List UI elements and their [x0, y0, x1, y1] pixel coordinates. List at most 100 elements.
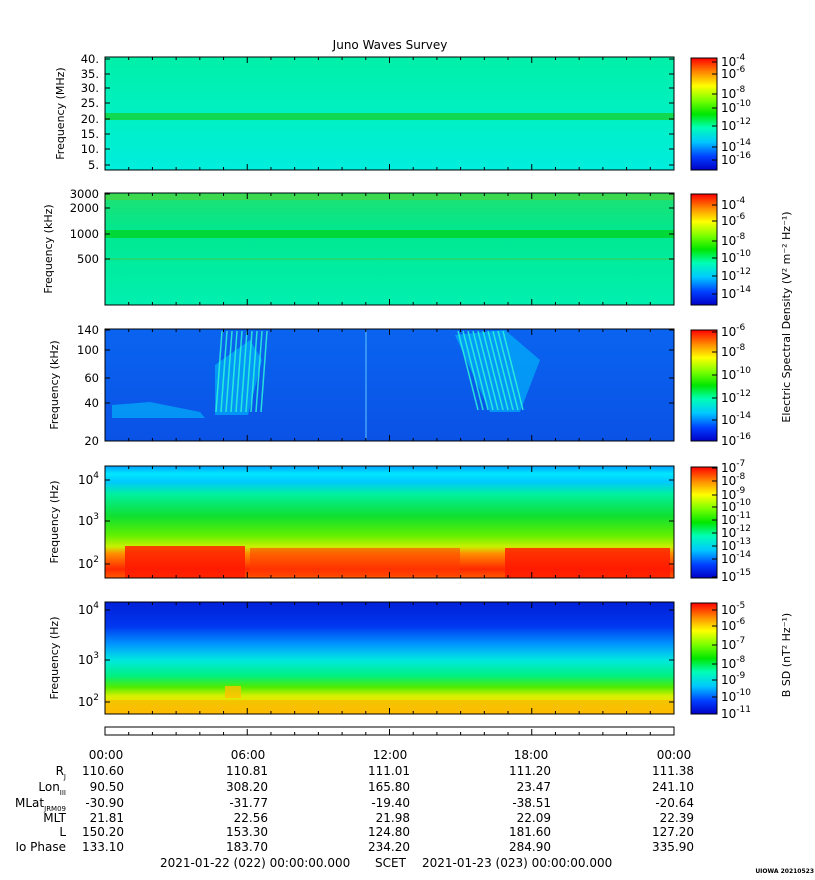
colorbar-tick-label: 10-6 — [721, 323, 746, 339]
y-axis-label: Frequency (Hz) — [48, 481, 61, 564]
ephemeris-value: 110.81 — [226, 764, 268, 778]
y-axis-label: Frequency (MHz) — [54, 67, 67, 159]
colorbar-tick-label: 10-8 — [721, 472, 746, 488]
burst-stripe — [250, 330, 258, 413]
colorbar-tick-label: 10-5 — [721, 601, 745, 617]
ephemeris-row: Io Phase 133.10 183.70 234.20 284.90 335.90 — [15, 840, 694, 854]
ephemeris-value: 234.20 — [368, 840, 410, 854]
colorbar-tick-label: 10-11 — [721, 511, 751, 527]
footer-scet-label: SCET — [375, 856, 407, 870]
colorbar-scale — [690, 193, 718, 306]
y-tick-label: 25. — [81, 96, 99, 110]
time-tick-label: 00:00 — [657, 748, 692, 762]
burst-stripe — [235, 330, 243, 413]
colorbar-tick-label: 10-6 — [721, 212, 746, 228]
intense-block — [250, 548, 460, 576]
y-axis-label: Frequency (Hz) — [48, 617, 61, 700]
y-tick-label: 100 — [77, 343, 99, 357]
ephemeris-value: -20.64 — [655, 796, 694, 810]
colorbar-label-electric: Electric Spectral Density (V² m⁻² Hz⁻¹) — [780, 211, 793, 422]
y-tick-label: 104 — [78, 601, 99, 617]
figure-title: Juno Waves Survey — [332, 38, 448, 52]
y-tick-label: 10. — [81, 142, 99, 156]
ephemeris-value: 111.20 — [509, 764, 551, 778]
time-tick-label: 18:00 — [514, 748, 549, 762]
colorbar-scale — [690, 602, 718, 715]
colorbar-tick-label: 10-4 — [721, 53, 746, 69]
ephemeris-value: 153.30 — [226, 825, 268, 839]
ephemeris-row: L 150.20 153.30 124.80 181.60 127.20 — [59, 825, 694, 839]
emission-burst-3 — [112, 402, 205, 418]
ephemeris-value: 165.80 — [368, 780, 410, 794]
colorbar-tick-label: 10-9 — [721, 671, 746, 687]
y-tick-label: 103 — [78, 651, 99, 667]
y-tick-label: 1000 — [70, 227, 99, 241]
y-tick-label: 35. — [81, 67, 99, 81]
ephemeris-value: 133.10 — [82, 840, 124, 854]
ephemeris-value: 284.90 — [509, 840, 551, 854]
y-tick-label: 20. — [81, 112, 99, 126]
colorbar-tick-label: 10-8 — [721, 85, 746, 101]
y-tick-label: 103 — [78, 512, 99, 528]
intense-block — [125, 546, 245, 578]
ephemeris-value: 111.38 — [652, 764, 694, 778]
colorbar-tick-label: 10-13 — [721, 537, 751, 553]
colorbar-tick-label: 10-10 — [721, 99, 751, 115]
colorbar-tick-label: 10-9 — [721, 486, 746, 502]
colorbar-tick-label: 10-12 — [721, 389, 751, 405]
y-axis-label: Frequency (kHz) — [48, 340, 61, 429]
burst-stripe — [497, 330, 519, 411]
y-tick-label: 102 — [78, 555, 99, 571]
emission-band — [105, 113, 674, 120]
burst-stripe — [220, 330, 228, 413]
y-tick-label: 40. — [81, 52, 99, 66]
burst-stripe — [240, 330, 248, 413]
burst-stripe — [230, 330, 238, 413]
y-tick-label: 3000 — [70, 187, 99, 201]
y-tick-label: 102 — [78, 693, 99, 709]
colorbar-tick-label: 10-6 — [721, 65, 746, 81]
time-tick-label: 06:00 — [231, 748, 266, 762]
burst-stripe — [245, 330, 253, 413]
ephemeris-value: -30.90 — [85, 796, 124, 810]
colorbar-tick-label: 10-12 — [721, 117, 751, 133]
burst-stripe — [472, 330, 494, 411]
ephemeris-row: MLT 21.81 22.56 21.98 22.09 22.39 — [43, 811, 694, 825]
colorbar-scale — [690, 466, 718, 579]
burst-stripe — [467, 330, 489, 411]
ephemeris-label: RJ — [56, 764, 66, 781]
ephemeris-value: -31.77 — [229, 796, 268, 810]
burst-stripe — [487, 330, 509, 411]
burst-stripe — [482, 330, 504, 411]
colorbar-tick-label: 10-6 — [721, 617, 746, 633]
intense-block — [225, 686, 241, 698]
colorbar-tick-label: 10-4 — [721, 196, 746, 212]
y-tick-label: 60 — [84, 371, 99, 385]
footer-start-time: 2021-01-22 (022) 00:00:00.000 — [160, 856, 350, 870]
emission-band — [105, 230, 674, 238]
ephemeris-value: 181.60 — [509, 825, 551, 839]
burst-stripe — [462, 330, 484, 411]
ephemeris-row: LonIII 90.50 308.20 165.80 23.47 241.10 — [38, 780, 694, 797]
ephemeris-value: 335.90 — [652, 840, 694, 854]
ephemeris-label: LonIII — [38, 780, 66, 797]
y-tick-label: 2000 — [70, 201, 99, 215]
ephemeris-value: -19.40 — [371, 796, 410, 810]
spectrogram-field — [105, 193, 674, 305]
ephemeris-label: MLatJRM09 — [15, 796, 66, 813]
emission-line — [105, 258, 674, 260]
y-tick-label: 104 — [78, 471, 99, 487]
time-axis: 00:00 06:00 12:00 18:00 00:00 — [89, 726, 692, 762]
footer-stamp: UIOWA 20210523 — [755, 868, 814, 875]
ephemeris-value: -38.51 — [512, 796, 551, 810]
spectrogram-panel-3: 140 100 60 40 20 Frequency (kHz) 10-6 10-8 10-10… — [48, 323, 751, 448]
burst-stripe — [260, 330, 268, 413]
ephemeris-value: 23.47 — [517, 780, 551, 794]
ephemeris-value: 127.20 — [652, 825, 694, 839]
colorbar-tick-label: 10-8 — [721, 655, 746, 671]
ephemeris-value: 22.39 — [660, 811, 694, 825]
ephemeris-value: 124.80 — [368, 825, 410, 839]
